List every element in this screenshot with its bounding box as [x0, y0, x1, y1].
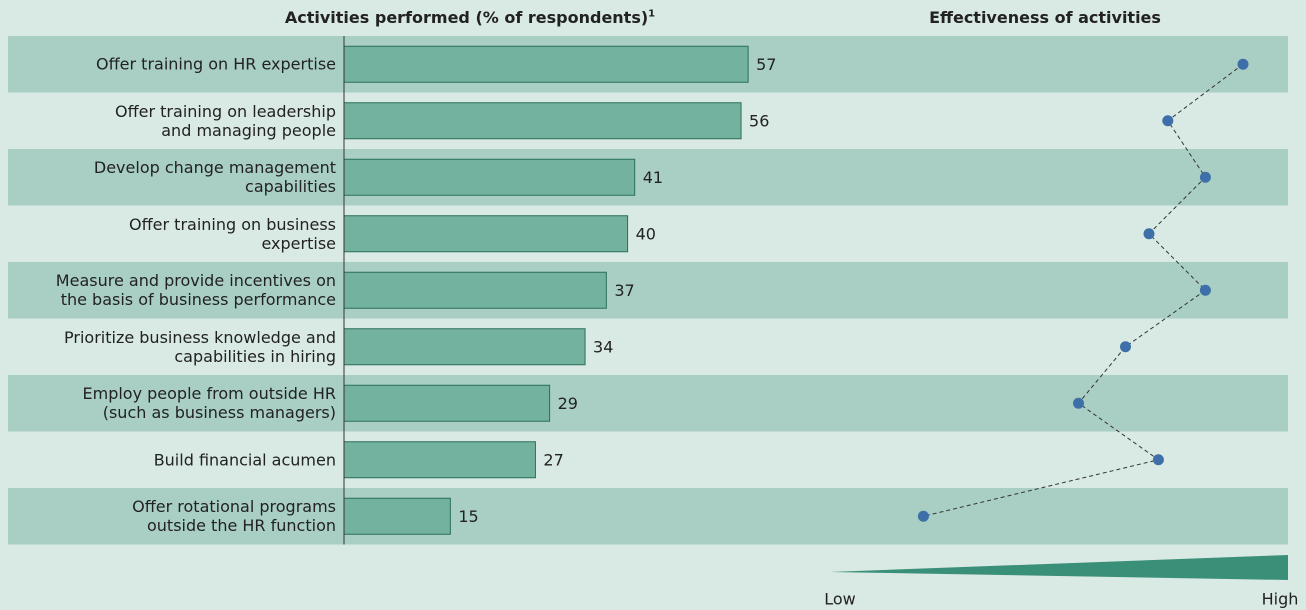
row-band — [8, 149, 1288, 206]
category-label: Offer training on leadership and managin… — [115, 101, 336, 140]
bar — [343, 441, 536, 479]
footnote-marker: 1 — [648, 8, 656, 20]
value-label: 41 — [643, 168, 663, 187]
scale-wedge — [830, 555, 1288, 580]
bar — [343, 271, 607, 309]
category-label: Offer training on HR expertise — [96, 54, 336, 74]
bar — [343, 384, 551, 422]
value-label: 37 — [614, 281, 634, 300]
title-text: Activities performed (% of respondents) — [284, 8, 649, 27]
bar — [343, 102, 742, 140]
x-tick-label: High — [1262, 590, 1299, 609]
value-label: 34 — [593, 337, 613, 356]
effectiveness-dot — [1199, 284, 1211, 296]
effectiveness-dot — [1073, 397, 1084, 409]
effectiveness-dot — [1143, 228, 1155, 240]
category-label: Develop change management capabilities — [93, 158, 336, 197]
effectiveness-dot — [917, 510, 929, 522]
category-label: Prioritize business knowledge and capabi… — [64, 327, 336, 366]
effectiveness-dot — [1199, 171, 1211, 183]
effectiveness-title: Effectiveness of activities — [929, 8, 1161, 27]
row-band — [8, 262, 1288, 319]
bar — [343, 497, 451, 535]
value-label: 29 — [558, 394, 578, 413]
category-label: Measure and provide incentives on the ba… — [55, 271, 336, 310]
x-tick-label: Low — [824, 590, 856, 609]
category-label: Build financial acumen — [153, 450, 336, 470]
bar — [343, 215, 629, 253]
category-label: Employ people from outside HR (such as b… — [82, 384, 337, 423]
bar — [343, 158, 636, 196]
effectiveness-dot — [1162, 115, 1174, 127]
value-label: 40 — [636, 224, 656, 243]
row-band — [8, 488, 1288, 545]
effectiveness-dot — [1120, 341, 1131, 353]
value-label: 27 — [543, 450, 563, 469]
effectiveness-dot — [1152, 454, 1164, 466]
value-label: 56 — [749, 111, 769, 130]
value-label: 15 — [458, 507, 478, 526]
bar — [343, 45, 749, 83]
category-label: Offer rotational programs outside the HR… — [132, 497, 336, 536]
effectiveness-dot — [1237, 58, 1249, 70]
value-label: 57 — [756, 55, 776, 74]
bar-title: Activities performed (% of respondents)1 — [285, 8, 655, 27]
category-label: Offer training on business expertise — [129, 214, 336, 253]
bar — [343, 328, 586, 366]
